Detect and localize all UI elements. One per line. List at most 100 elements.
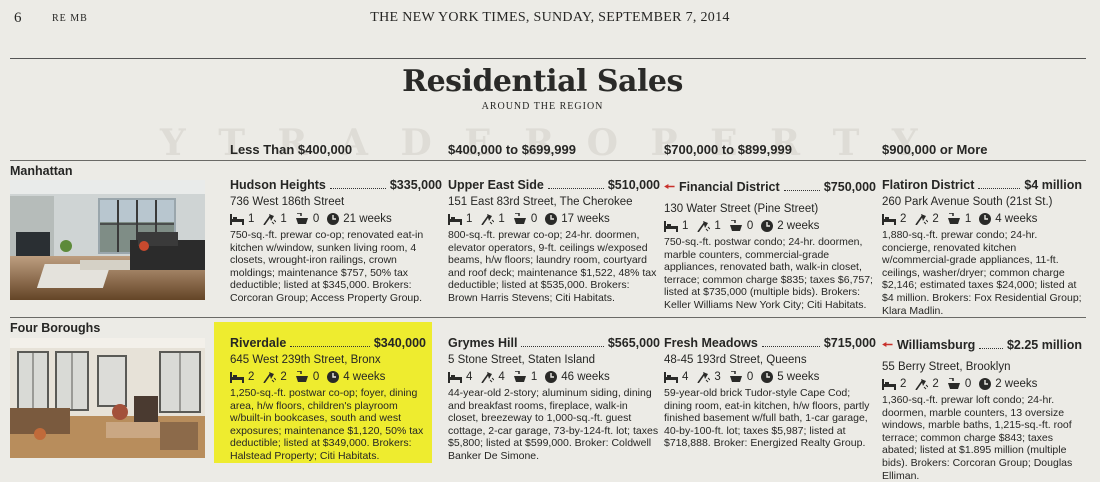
listing-description: 1,250-sq.-ft. postwar co-op; foyer, dini… bbox=[230, 387, 424, 462]
weeks-on-market: 2 weeks bbox=[777, 220, 820, 232]
bathrooms-count: 1 bbox=[714, 220, 721, 232]
tub-icon bbox=[513, 213, 527, 225]
tub-icon bbox=[729, 371, 743, 383]
column-header-900k-plus: $900,000 or More bbox=[882, 142, 988, 157]
clock-icon bbox=[979, 378, 992, 390]
listing-neighborhood: Hudson Heights bbox=[230, 178, 326, 192]
leader-dots bbox=[978, 188, 1021, 189]
listing-grymes-hill: Grymes Hill $565,000 5 Stone Street, Stat… bbox=[448, 336, 660, 463]
listing-address: 260 Park Avenue South (21st St.) bbox=[882, 196, 1053, 208]
listing-address: 5 Stone Street, Staten Island bbox=[448, 354, 596, 366]
bed-icon bbox=[230, 213, 244, 225]
bathrooms-count: 4 bbox=[498, 371, 505, 383]
listing-stats: 1 1 0 17 weeks bbox=[448, 213, 660, 225]
listing-riverdale: Riverdale $340,000 645 West 239th Street,… bbox=[230, 336, 426, 463]
listing-description: 750-sq.-ft. postwar condo; 24-hr. doorme… bbox=[664, 236, 873, 311]
shower-icon bbox=[914, 378, 929, 390]
bed-icon bbox=[882, 213, 896, 225]
half-baths-count: 0 bbox=[312, 213, 320, 225]
listing-price: $715,000 bbox=[823, 336, 876, 350]
bed-icon bbox=[230, 371, 244, 383]
listing-stats: 2 2 1 4 weeks bbox=[882, 213, 1082, 225]
clock-icon bbox=[761, 220, 774, 232]
listing-price: $4 million bbox=[1024, 178, 1082, 192]
tub-icon bbox=[947, 213, 961, 225]
listing-description: 800-sq.-ft. prewar co-op; 24-hr. doormen… bbox=[448, 229, 657, 304]
listing-address: 736 West 186th Street bbox=[230, 196, 345, 208]
listing-neighborhood: Riverdale bbox=[230, 336, 287, 350]
listing-fresh-meadows: Fresh Meadows $715,000 48-45 193rd Street… bbox=[664, 336, 876, 450]
weeks-on-market: 17 weeks bbox=[561, 213, 610, 225]
half-baths-count: 0 bbox=[530, 213, 538, 225]
listing-address: 151 East 83rd Street, The Cherokee bbox=[448, 196, 633, 208]
bedrooms-count: 1 bbox=[682, 220, 689, 232]
bedrooms-count: 1 bbox=[466, 213, 473, 225]
clock-icon bbox=[545, 371, 558, 383]
column-header-400k-700k: $400,000 to $699,999 bbox=[448, 142, 576, 157]
page-number: 6 bbox=[14, 10, 22, 26]
leader-dots bbox=[783, 190, 820, 191]
leader-dots bbox=[761, 346, 820, 347]
listing-flatiron-district: Flatiron District $4 million 260 Park Ave… bbox=[882, 178, 1082, 317]
listing-price: $340,000 bbox=[373, 336, 426, 350]
half-baths-count: 1 bbox=[964, 213, 972, 225]
bedrooms-count: 4 bbox=[466, 371, 473, 383]
listing-stats: 4 3 0 5 weeks bbox=[664, 371, 876, 383]
listing-address: 130 Water Street (Pine Street) bbox=[664, 203, 819, 215]
tub-icon bbox=[295, 213, 309, 225]
arrow-left-icon: 🠔 bbox=[664, 180, 675, 194]
half-baths-count: 0 bbox=[964, 378, 972, 390]
leader-dots bbox=[290, 346, 370, 347]
leader-dots bbox=[979, 348, 1003, 349]
listing-price: $2.25 million bbox=[1006, 338, 1082, 352]
listing-williamsburg: 🠔 Williamsburg $2.25 million 55 Berry Stre… bbox=[882, 336, 1082, 482]
bathrooms-count: 3 bbox=[714, 371, 721, 383]
listing-neighborhood: Flatiron District bbox=[882, 178, 975, 192]
listing-description: 750-sq.-ft. prewar co-op; renovated eat-… bbox=[230, 229, 424, 304]
shower-icon bbox=[262, 371, 277, 383]
listing-description: 1,880-sq.-ft. prewar condo; 24-hr. conci… bbox=[882, 229, 1082, 317]
four-boroughs-rule bbox=[10, 317, 1086, 318]
clock-icon bbox=[327, 371, 340, 383]
clock-icon bbox=[979, 213, 992, 225]
tub-icon bbox=[947, 378, 961, 390]
listing-price: $510,000 bbox=[607, 178, 660, 192]
listing-price: $750,000 bbox=[823, 180, 876, 194]
listing-address: 645 West 239th Street, Bronx bbox=[230, 354, 381, 366]
column-header-700k-900k: $700,000 to $899,999 bbox=[664, 142, 792, 157]
bathrooms-count: 2 bbox=[932, 213, 939, 225]
listing-description: 59-year-old brick Tudor-style Cape Cod; … bbox=[664, 387, 870, 450]
listing-stats: 2 2 0 2 weeks bbox=[882, 378, 1082, 390]
bedrooms-count: 2 bbox=[248, 371, 255, 383]
clock-icon bbox=[545, 213, 558, 225]
top-rule bbox=[10, 58, 1086, 59]
bedrooms-count: 2 bbox=[900, 378, 907, 390]
section-subtitle: AROUND THE REGION bbox=[481, 101, 604, 112]
featured-listing-highlight bbox=[214, 322, 432, 463]
bathrooms-count: 1 bbox=[280, 213, 287, 225]
listing-upper-east-side: Upper East Side $510,000 151 East 83rd St… bbox=[448, 178, 660, 305]
clock-icon bbox=[761, 371, 774, 383]
listing-stats: 1 1 0 2 weeks bbox=[664, 220, 876, 232]
shower-icon bbox=[480, 213, 495, 225]
listing-neighborhood: Upper East Side bbox=[448, 178, 544, 192]
listing-description: 44-year-old 2-story; aluminum siding, di… bbox=[448, 387, 659, 462]
listing-address: 48-45 193rd Street, Queens bbox=[664, 354, 807, 366]
bedrooms-count: 4 bbox=[682, 371, 689, 383]
shower-icon bbox=[696, 371, 711, 383]
shower-icon bbox=[480, 371, 495, 383]
edition-code: RE MB bbox=[52, 13, 88, 24]
bedrooms-count: 2 bbox=[900, 213, 907, 225]
region-label-four-boroughs: Four Boroughs bbox=[10, 321, 101, 335]
bed-icon bbox=[882, 378, 896, 390]
half-baths-count: 1 bbox=[530, 371, 538, 383]
manhattan-rule bbox=[10, 160, 1086, 161]
section-title: Residential Sales bbox=[402, 64, 683, 99]
column-header-under-400k: Less Than $400,000 bbox=[230, 142, 353, 157]
bed-icon bbox=[448, 213, 462, 225]
leader-dots bbox=[329, 188, 386, 189]
weeks-on-market: 21 weeks bbox=[343, 213, 392, 225]
region-label-manhattan: Manhattan bbox=[10, 164, 73, 178]
bathrooms-count: 2 bbox=[932, 378, 939, 390]
listing-neighborhood: Fresh Meadows bbox=[664, 336, 758, 350]
